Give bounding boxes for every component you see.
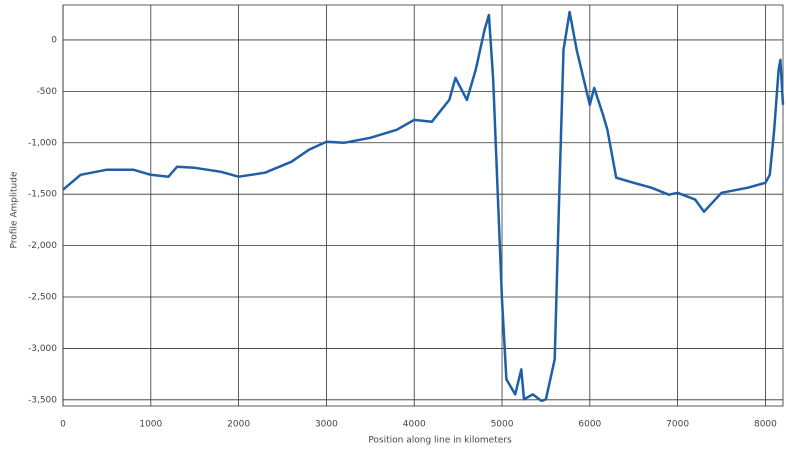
x-tick-label: 0 (60, 420, 66, 430)
y-tick-label: -2,000 (28, 241, 57, 251)
y-tick-label: -3,000 (28, 344, 57, 354)
y-tick-label: -3,500 (28, 395, 57, 405)
plot-frame (62, 4, 784, 407)
x-tick-label: 2000 (227, 420, 250, 430)
x-tick-label: 4000 (403, 420, 426, 430)
x-tick-label: 8000 (754, 420, 777, 430)
y-tick-label: -2,500 (28, 293, 57, 303)
y-tick-label: -1,500 (28, 190, 57, 200)
x-tick-label: 5000 (491, 420, 514, 430)
y-tick-label: -500 (37, 87, 58, 97)
y-tick-label: 0 (51, 35, 57, 45)
y-axis-label: Profile Amplitude (10, 171, 20, 248)
x-tick-label: 6000 (578, 420, 601, 430)
x-axis-label: Position along line in kilometers (368, 436, 512, 446)
line (62, 10, 785, 403)
x-tick-label: 1000 (139, 420, 162, 430)
x-tick-label: 3000 (315, 420, 338, 430)
x-tick-label: 7000 (666, 420, 689, 430)
y-tick-label: -1,000 (28, 138, 57, 148)
